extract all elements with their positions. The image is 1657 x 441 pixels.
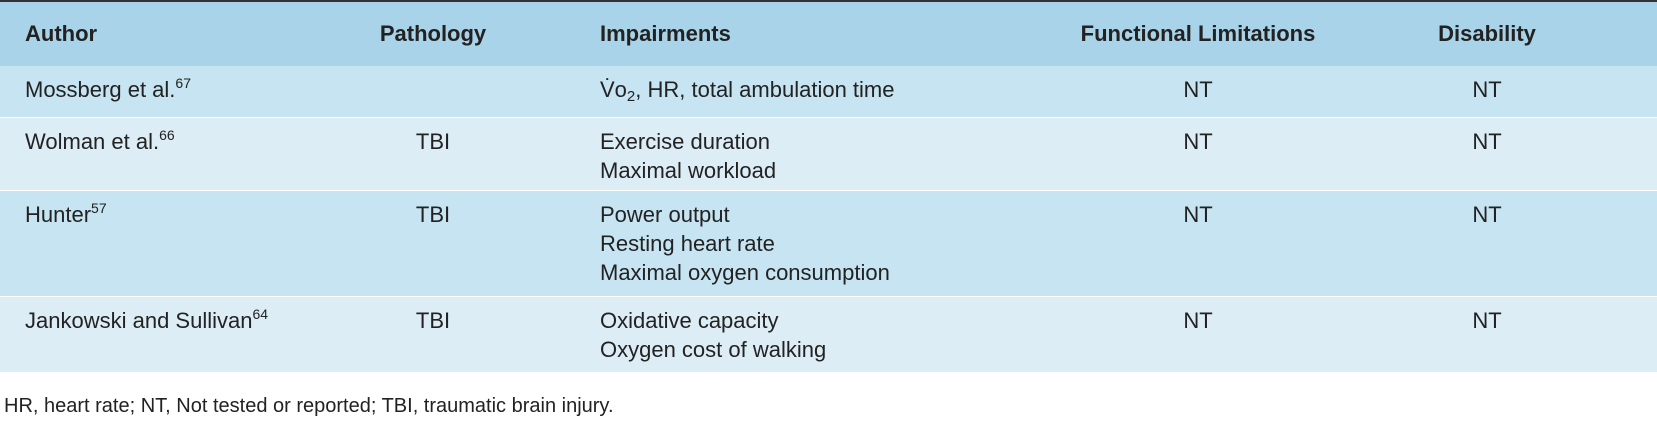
impairment-text: , HR, total ambulation time	[635, 77, 895, 102]
impairments-cell: Power output Resting heart rate Maximal ox…	[600, 200, 890, 287]
impairment-text: Maximal oxygen consumption	[600, 260, 890, 285]
table-row: Wolman et al.66 TBI Exercise duration Maxim…	[0, 117, 1657, 190]
impairment: Oxidative capacity	[600, 306, 826, 335]
impairment-text: 2	[626, 88, 636, 105]
column-header: Functional Limitations	[1080, 21, 1316, 46]
functional-cell: NT	[1183, 129, 1213, 154]
disability-cell: NT	[1472, 308, 1502, 333]
impairments-cell: Exercise duration Maximal workload	[600, 127, 776, 185]
author-cell: Hunter57	[25, 200, 107, 229]
table-row: Jankowski and Sullivan64 TBI Oxidative cap…	[0, 296, 1657, 372]
column-header: Impairments	[600, 21, 731, 46]
reference: 57	[91, 200, 107, 216]
impairment: V̇o2, HR, total ambulation time	[600, 75, 895, 104]
pathology-cell: TBI	[415, 202, 451, 227]
author: Mossberg et al.	[25, 77, 176, 102]
table-row: Hunter57 TBI Power output Resting heart rat…	[0, 190, 1657, 296]
impairment: Oxygen cost of walking	[600, 335, 826, 364]
impairment-text: Oxygen cost of walking	[600, 337, 827, 362]
impairment: Exercise duration	[600, 127, 776, 156]
impairment: Maximal workload	[600, 156, 776, 185]
functional-cell: NT	[1183, 77, 1213, 102]
impairment-text: V̇o	[600, 77, 627, 102]
disability-cell: NT	[1472, 77, 1502, 102]
impairment: Power output	[600, 200, 890, 229]
reference: 67	[175, 75, 191, 91]
functional-cell: NT	[1183, 202, 1213, 227]
impairments-cell: Oxidative capacity Oxygen cost of walking	[600, 306, 826, 364]
author-cell: Wolman et al.66	[25, 127, 175, 156]
impairments-cell: V̇o2, HR, total ambulation time	[600, 75, 895, 104]
disability-cell: NT	[1472, 129, 1502, 154]
reference: 66	[159, 127, 175, 143]
impairment-text: Power output	[600, 202, 730, 227]
pathology-cell: TBI	[415, 308, 451, 333]
column-header: Author	[25, 21, 98, 46]
author: Wolman et al.	[25, 129, 160, 154]
impairment: Maximal oxygen consumption	[600, 258, 890, 287]
impairment: Resting heart rate	[600, 229, 890, 258]
author-cell: Mossberg et al.67	[25, 75, 191, 104]
impairment-text: Resting heart rate	[600, 231, 775, 256]
header-row: Author Pathology Impairments Functional Lim…	[0, 0, 1657, 66]
reference: 64	[252, 306, 269, 322]
pathology-cell: TBI	[415, 129, 451, 154]
author-cell: Jankowski and Sullivan64	[25, 306, 268, 335]
author: Jankowski and Sullivan	[25, 308, 253, 333]
footnote: HR, heart rate; NT, Not tested or report…	[4, 395, 614, 417]
impairment-text: Maximal workload	[600, 158, 777, 183]
table-row: Mossberg et al.67 V̇o2, HR, total ambulat…	[0, 66, 1657, 117]
impairment-text: Exercise duration	[600, 129, 770, 154]
column-header: Disability	[1438, 21, 1536, 46]
impairment-text: Oxidative capacity	[600, 308, 779, 333]
column-header: Pathology	[379, 21, 487, 46]
functional-cell: NT	[1183, 308, 1213, 333]
author: Hunter	[25, 202, 92, 227]
disability-cell: NT	[1472, 202, 1502, 227]
